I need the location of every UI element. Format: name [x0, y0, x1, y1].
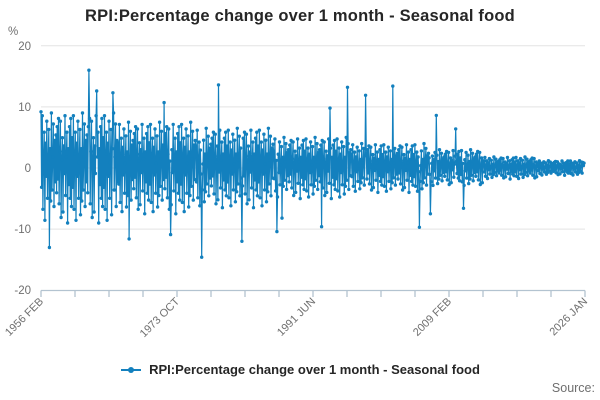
legend: RPI:Percentage change over 1 month - Sea…: [0, 362, 600, 377]
chart-title: RPI:Percentage change over 1 month - Sea…: [85, 7, 515, 25]
x-tick-label: 1956 FEB: [3, 296, 46, 339]
x-tick-label: 2009 FEB: [411, 296, 454, 339]
y-tick-label: 10: [18, 102, 31, 114]
y-tick-label: -10: [14, 224, 31, 236]
y-tick-label: 20: [18, 41, 31, 53]
legend-line-marker-icon: [121, 366, 142, 373]
y-axis-tick-labels: 20 10 0 -10 -20: [14, 41, 31, 297]
x-axis: [40, 289, 586, 297]
y-tick-label: 0: [25, 163, 31, 175]
x-tick-label: 1991 JUN: [275, 296, 318, 339]
source-label: Source:: [551, 381, 595, 395]
x-tick-label: 2026 JAN: [547, 296, 590, 339]
y-axis-unit-label: %: [8, 26, 19, 38]
plot-area: 20 10 0 -10 -20 1956 FEB 1973 OCT 1991 J…: [3, 41, 590, 340]
legend-label: RPI:Percentage change over 1 month - Sea…: [149, 362, 480, 377]
series-rpi-seasonal-food: [39, 68, 586, 259]
y-tick-label: -20: [14, 285, 31, 297]
x-tick-label: 1973 OCT: [138, 295, 183, 340]
x-axis-tick-labels: 1956 FEB 1973 OCT 1991 JUN 2009 FEB 2026…: [3, 295, 590, 340]
